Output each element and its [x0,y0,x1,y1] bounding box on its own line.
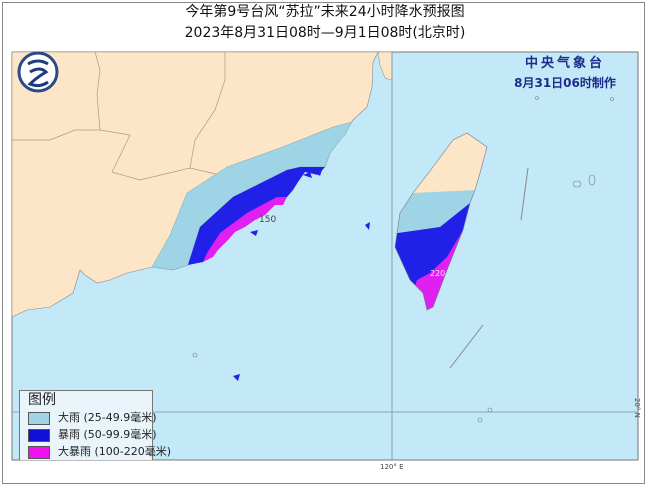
taiwan-max-label: 220 [430,269,445,278]
boundary-line [520,167,529,221]
legend-item-rainstorm: 暴雨 (50-99.9毫米) [28,427,157,443]
land-northeast [377,51,393,81]
province-boundaries [12,51,248,216]
heavy-rainstorm-area-mainland [203,197,287,262]
taiwan-outline [394,132,488,311]
agency-name: 中央气象台 [524,56,605,71]
legend-item-heavy-rain: 大雨 (25-49.9毫米) [28,410,157,426]
legend-label: 大雨 (25-49.9毫米) [58,411,157,424]
map-title: 今年第9号台风“苏拉”未来24小时降水预报图 [185,4,465,20]
issue-time: 8月31日06时制作 [514,76,616,90]
legend-swatch [28,411,50,425]
legend-swatch [28,428,50,442]
legend: 图例 大雨 (25-49.9毫米) 暴雨 (50-99.9毫米) 大暴雨 (10… [19,390,171,460]
legend-label: 暴雨 (50-99.9毫米) [58,428,157,441]
latitude-label: 20° N [633,398,641,418]
legend-title: 图例 [28,392,56,408]
image-frame [2,2,645,484]
legend-item-heavy-rainstorm: 大暴雨 (100-220毫米) [28,444,171,460]
legend-swatch [28,445,50,459]
legend-label: 大暴雨 (100-220毫米) [58,445,172,458]
boundary-line [449,324,484,369]
cma-logo-icon [17,51,59,93]
longitude-label: 120° E [380,463,404,471]
mainland-max-label: 150 [259,215,276,225]
map-subtitle: 2023年8月31日08时—9月1日08时(北京时) [184,25,466,41]
small-islands [192,96,614,423]
